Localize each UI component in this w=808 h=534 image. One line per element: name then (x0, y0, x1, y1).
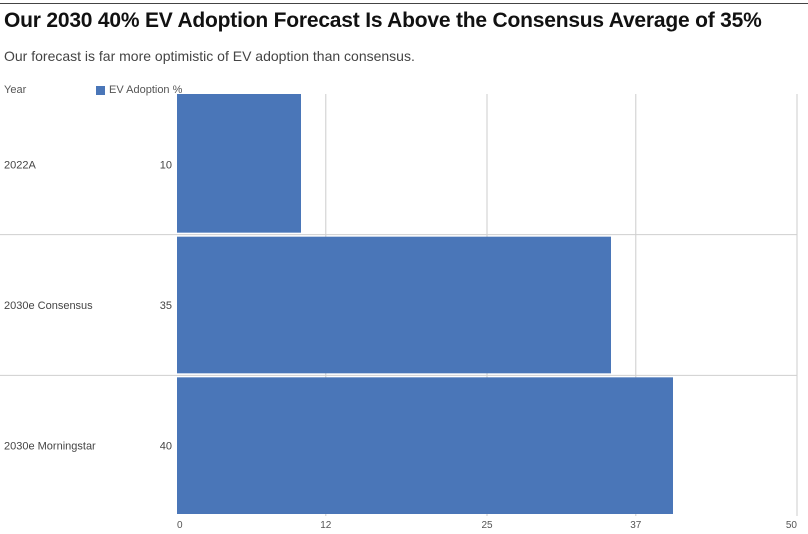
top-rule (0, 3, 808, 4)
x-tick-label: 37 (630, 520, 642, 531)
bar (177, 94, 301, 233)
value-label: 40 (160, 441, 172, 453)
category-label: 2030e Morningstar (4, 441, 96, 453)
bar (177, 236, 611, 374)
year-column-header: Year (4, 84, 27, 96)
bar (177, 377, 673, 514)
x-tick-label: 25 (481, 520, 493, 531)
category-label: 2022A (4, 159, 36, 171)
x-tick-label: 50 (786, 520, 798, 531)
category-label: 2030e Consensus (4, 300, 93, 312)
chart-subtitle: Our forecast is far more optimistic of E… (4, 48, 415, 64)
legend-label: EV Adoption % (109, 84, 183, 96)
value-label: 35 (160, 300, 172, 312)
x-tick-label: 0 (177, 520, 183, 531)
x-tick-label: 12 (320, 520, 332, 531)
value-label: 10 (160, 159, 172, 171)
legend-swatch-icon (96, 85, 105, 95)
chart-title: Our 2030 40% EV Adoption Forecast Is Abo… (4, 9, 762, 32)
legend: EV Adoption % (96, 84, 182, 96)
